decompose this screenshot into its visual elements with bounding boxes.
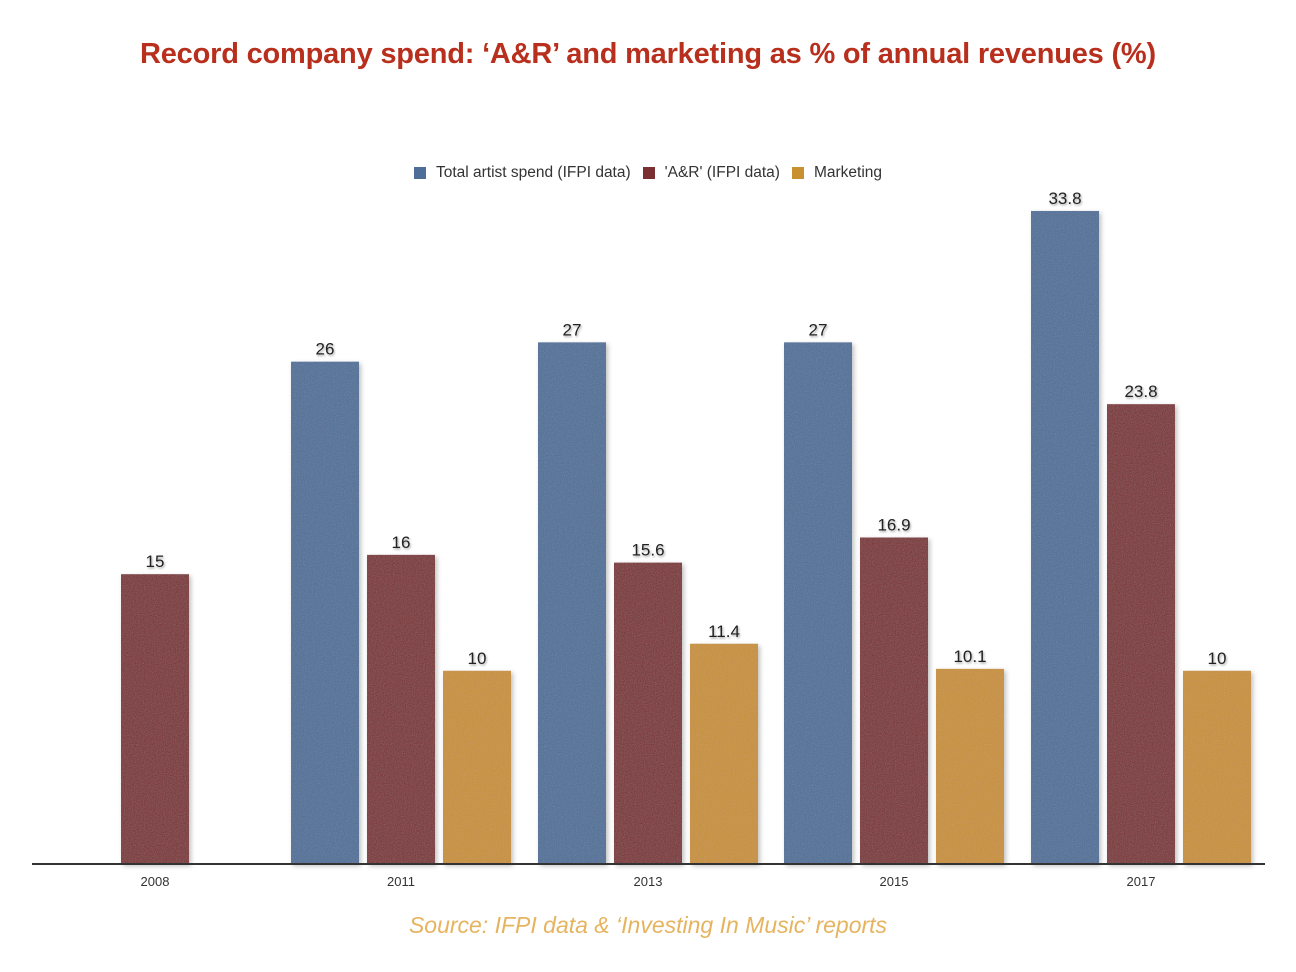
bar-ar-2013 (614, 562, 682, 864)
bar-total-artist-spend-2013 (538, 342, 606, 864)
value-label: 26 (316, 340, 335, 359)
bar-marketing-2015 (936, 668, 1004, 864)
bar-ar-2011 (367, 554, 435, 864)
source-note: Source: IFPI data & ‘Investing In Music’… (408, 912, 888, 938)
bar-marketing-2017 (1183, 670, 1251, 864)
legend-label: Total artist spend (IFPI data) (435, 164, 631, 181)
x-tick-labels-layer: 2008 2011 2013 2015 2017 (141, 874, 1156, 889)
value-labels-layer: 15 26 16 10 27 15.6 11.4 27 16.9 10.1 33.8 23.8 10 (146, 189, 1227, 668)
legend-label: Marketing (813, 164, 883, 181)
bar-marketing-2013 (690, 643, 758, 864)
bar-total-artist-spend-2011 (291, 361, 359, 864)
value-label: 23.8 (1124, 382, 1157, 401)
x-tick-label: 2017 (1127, 874, 1156, 889)
bar-total-artist-spend-2015 (784, 342, 852, 864)
value-label: 10 (468, 649, 487, 668)
bar-ar-2015 (860, 537, 928, 864)
legend-item-marketing: Marketing (791, 164, 883, 182)
legend-item-total-artist-spend: Total artist spend (IFPI data) (413, 164, 631, 182)
bar-total-artist-spend-2017 (1031, 210, 1099, 864)
value-label: 15.6 (631, 541, 664, 560)
value-label: 27 (809, 320, 828, 339)
x-tick-label: 2013 (634, 874, 663, 889)
value-label: 15 (146, 552, 165, 571)
value-label: 16.9 (877, 515, 910, 534)
value-label: 11.4 (708, 622, 740, 641)
x-tick-label: 2015 (880, 874, 909, 889)
bar-ar-2017 (1107, 404, 1175, 864)
bar-marketing-2011 (443, 670, 511, 864)
legend-item-ar: 'A&R' (IFPI data) (642, 164, 780, 182)
x-tick-label: 2011 (387, 874, 415, 889)
bars-layer (121, 210, 1251, 864)
legend-swatch-marketing (791, 167, 804, 179)
legend-swatch-ar (642, 167, 655, 179)
value-label: 33.8 (1048, 189, 1081, 208)
legend-label: 'A&R' (IFPI data) (664, 164, 780, 181)
legend: Total artist spend (IFPI data) 'A&R' (IF… (0, 164, 1296, 182)
chart-title: Record company spend: ‘A&R’ and marketin… (140, 38, 1156, 70)
x-tick-label: 2008 (141, 874, 170, 889)
value-label: 27 (563, 320, 582, 339)
value-label: 10 (1208, 649, 1227, 668)
bar-ar-2008 (121, 574, 189, 864)
value-label: 16 (392, 533, 411, 552)
legend-swatch-total-artist-spend (413, 167, 426, 179)
value-label: 10.1 (953, 647, 986, 666)
